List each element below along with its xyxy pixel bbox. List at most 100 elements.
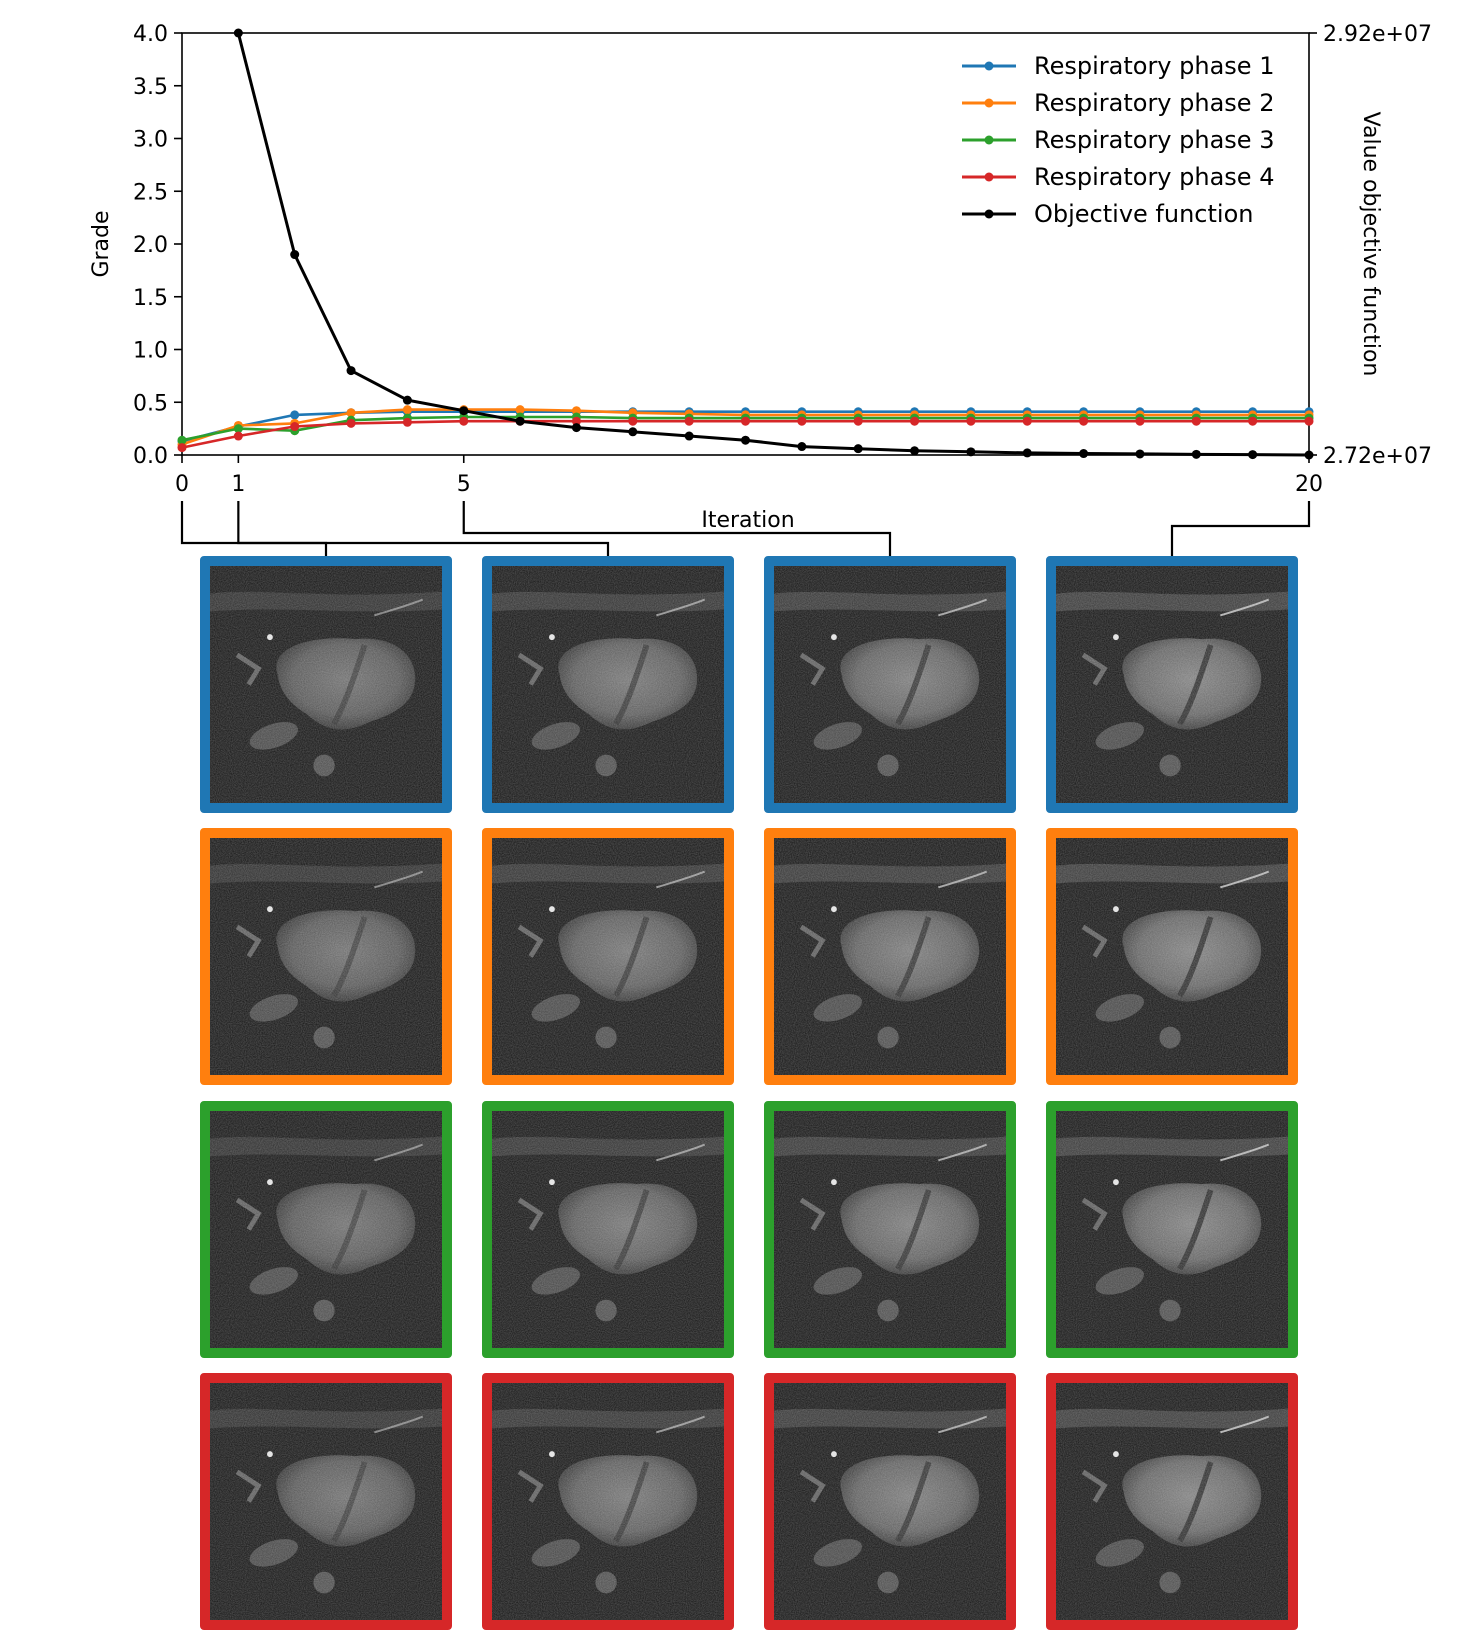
data-point: [233, 431, 243, 441]
data-point: [459, 406, 469, 416]
data-point: [346, 408, 356, 418]
mri-slice-image: [774, 838, 1006, 1075]
mri-reconstruction-tile: [200, 828, 452, 1085]
data-point: [853, 444, 863, 454]
data-point: [797, 416, 807, 426]
iteration-connector: [1170, 501, 1311, 560]
legend-marker: [984, 61, 994, 71]
legend-marker: [984, 98, 994, 108]
data-point: [515, 416, 525, 426]
data-point: [177, 443, 187, 453]
legend-label: Respiratory phase 1: [1034, 52, 1274, 80]
y-tick-label: 0.0: [133, 444, 168, 469]
data-point: [459, 416, 469, 426]
data-point: [684, 416, 694, 426]
mri-slice-image: [1056, 1111, 1288, 1348]
iteration-connectors: [180, 501, 1311, 560]
x-tick-label: 1: [231, 472, 245, 497]
y-tick-label: 1.5: [133, 286, 168, 311]
mri-slice-image: [492, 1383, 724, 1620]
mri-reconstruction-tile: [764, 1101, 1016, 1358]
data-point: [1248, 450, 1258, 460]
mri-slice-image: [1056, 1383, 1288, 1620]
data-point: [1135, 449, 1145, 459]
data-point: [290, 422, 300, 432]
data-point: [910, 446, 920, 456]
y2-axis-label: Value objective function: [1358, 112, 1383, 377]
x-axis-label: Iteration: [701, 508, 794, 533]
mri-reconstruction-tile: [482, 1101, 734, 1358]
data-point: [571, 416, 581, 426]
mri-slice-image: [492, 1111, 724, 1348]
legend-label: Respiratory phase 3: [1034, 126, 1274, 154]
data-point: [1022, 416, 1032, 426]
mri-reconstruction-tile: [764, 1373, 1016, 1630]
data-point: [571, 423, 581, 433]
y-tick-label: 4.0: [133, 22, 168, 47]
mri-reconstruction-tile: [200, 556, 452, 813]
y2-tick-label: 2.92e+07: [1323, 22, 1432, 47]
mri-reconstruction-tile: [482, 1373, 734, 1630]
data-point: [628, 416, 638, 426]
series-5: [233, 28, 1314, 460]
mri-slice-image: [492, 566, 724, 803]
y-tick-label: 0.5: [133, 391, 168, 416]
data-point: [515, 405, 525, 415]
mri-slice-image: [210, 1111, 442, 1348]
data-point: [853, 416, 863, 426]
x-tick-label: 0: [175, 472, 189, 497]
data-point: [1191, 416, 1201, 426]
x-tick-label: 5: [457, 472, 471, 497]
mri-reconstruction-tile: [200, 1373, 452, 1630]
y-axis-label: Grade: [89, 210, 114, 277]
x-tick-label: 20: [1295, 472, 1323, 497]
y-tick-label: 1.0: [133, 339, 168, 364]
data-point: [1304, 450, 1314, 460]
legend-label: Respiratory phase 2: [1034, 89, 1274, 117]
mri-slice-image: [492, 838, 724, 1075]
data-point: [177, 435, 187, 445]
data-point: [233, 28, 243, 38]
data-point: [1079, 449, 1089, 459]
data-point: [628, 427, 638, 437]
data-point: [346, 418, 356, 428]
data-point: [1191, 449, 1201, 459]
series-line: [236, 32, 1310, 457]
legend-label: Objective function: [1034, 200, 1253, 228]
mri-reconstruction-tile: [482, 556, 734, 813]
mri-slice-image: [210, 1383, 442, 1620]
mri-reconstruction-tile: [764, 828, 1016, 1085]
series-4: [177, 416, 1314, 453]
y-tick-label: 2.5: [133, 180, 168, 205]
data-point: [1022, 448, 1032, 458]
mri-reconstruction-tile: [1046, 828, 1298, 1085]
data-point: [346, 366, 356, 376]
data-point: [684, 431, 694, 441]
mri-slice-image: [210, 566, 442, 803]
plot-series: [177, 28, 1314, 460]
data-point: [233, 424, 243, 434]
data-point: [1248, 416, 1258, 426]
mri-reconstruction-tile: [200, 1101, 452, 1358]
data-point: [741, 416, 750, 426]
legend-marker: [984, 209, 994, 219]
data-point: [1304, 416, 1314, 426]
mri-slice-image: [210, 838, 442, 1075]
mri-slice-image: [1056, 838, 1288, 1075]
data-point: [741, 435, 750, 445]
mri-reconstruction-tile: [1046, 556, 1298, 813]
data-point: [1135, 416, 1145, 426]
mri-reconstruction-tile: [1046, 1101, 1298, 1358]
data-point: [966, 416, 976, 426]
mri-reconstruction-tile: [482, 828, 734, 1085]
mri-slice-image: [774, 1383, 1006, 1620]
plot-axes: 0.0 0.5 1.0 1.5 2.0 2.5 3.0 3.5 4.0 2.72e+07 2.92e…: [89, 22, 1432, 533]
data-point: [402, 395, 412, 405]
data-point: [290, 250, 300, 260]
y-tick-label: 3.5: [133, 75, 168, 100]
iteration-connector: [462, 501, 892, 560]
y2-tick-label: 2.72e+07: [1323, 444, 1432, 469]
mri-reconstruction-tile: [1046, 1373, 1298, 1630]
data-point: [966, 447, 976, 457]
